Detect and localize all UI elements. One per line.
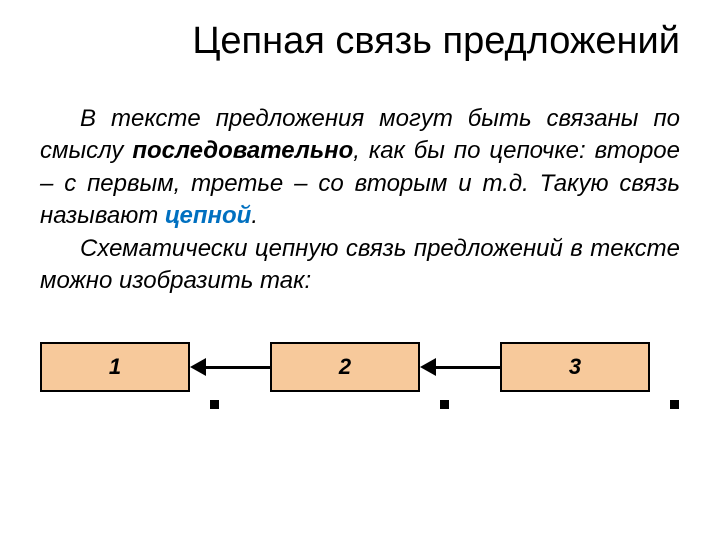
p1-keyword: цепной — [165, 202, 251, 229]
diagram-arrow-head — [190, 358, 206, 376]
p1-suffix: . — [251, 202, 258, 229]
p2-text: Схематически цепную связь предложений в … — [40, 235, 680, 294]
diagram-node: 3 — [500, 342, 650, 392]
diagram-dot — [440, 400, 449, 409]
paragraph-1: В тексте предложения могут быть связаны … — [40, 103, 680, 233]
diagram-dot — [210, 400, 219, 409]
diagram-arrow-line — [206, 366, 270, 369]
paragraph-2: Схематически цепную связь предложений в … — [40, 233, 680, 298]
chain-diagram: 1 2 3 — [40, 342, 680, 412]
slide-title: Цепная связь предложений — [40, 20, 680, 63]
diagram-node: 1 — [40, 342, 190, 392]
diagram-dot — [670, 400, 679, 409]
p1-bold: последовательно — [132, 137, 353, 164]
diagram-arrow-line — [436, 366, 500, 369]
diagram-node: 2 — [270, 342, 420, 392]
diagram-arrow-head — [420, 358, 436, 376]
slide: Цепная связь предложений В тексте предло… — [0, 0, 720, 540]
